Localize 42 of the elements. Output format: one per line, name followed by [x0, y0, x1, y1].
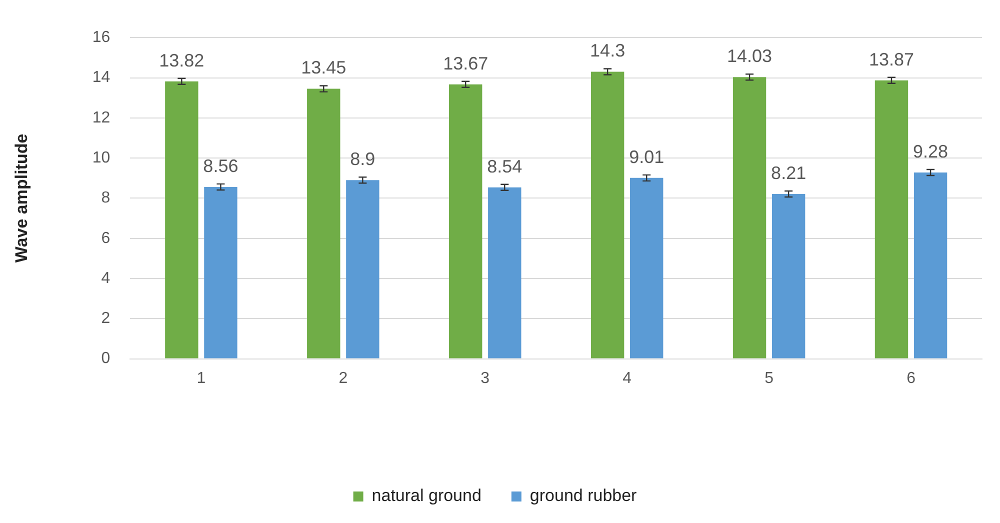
data-label: 14.3	[590, 40, 626, 61]
data-label: 13.67	[443, 53, 488, 74]
y-axis-title: Wave amplitude	[12, 134, 31, 263]
data-label: 8.54	[487, 156, 522, 176]
data-label: 13.82	[159, 50, 204, 70]
x-tick-label: 4	[622, 370, 632, 387]
bar	[204, 186, 238, 358]
data-label: 8.56	[203, 156, 238, 176]
y-tick-label: 16	[92, 29, 110, 46]
bar	[449, 84, 482, 358]
data-label: 14.03	[727, 46, 772, 66]
bar	[307, 88, 340, 358]
legend-label: natural ground	[372, 486, 482, 506]
y-tick-label: 8	[101, 190, 110, 207]
x-tick-label: 2	[338, 370, 348, 387]
x-tick-label: 5	[764, 370, 774, 387]
x-tick-label: 1	[196, 370, 206, 387]
y-tick-label: 12	[92, 109, 110, 126]
bar	[772, 194, 806, 358]
bar	[346, 180, 380, 358]
bar	[914, 172, 948, 358]
y-tick-label: 10	[92, 149, 110, 166]
data-label: 9.28	[913, 141, 948, 162]
x-tick-label: 6	[906, 370, 916, 387]
data-label: 8.9	[350, 149, 376, 170]
data-label: 8.21	[771, 162, 806, 183]
y-tick-label: 0	[101, 350, 110, 368]
y-tick-label: 2	[101, 310, 110, 328]
x-tick-label: 3	[480, 370, 490, 387]
y-tick-label: 4	[101, 270, 110, 287]
data-label: 13.45	[301, 58, 346, 78]
bar	[732, 77, 766, 358]
bar	[630, 178, 664, 358]
legend-label: ground rubber	[530, 486, 638, 506]
bar	[874, 80, 908, 358]
y-tick-label: 6	[101, 230, 110, 247]
bar	[165, 81, 198, 358]
bar	[590, 72, 624, 358]
data-label: 9.01	[629, 146, 664, 167]
y-tick-label: 14	[92, 69, 110, 86]
bar	[488, 187, 522, 358]
data-label: 13.87	[868, 49, 914, 70]
